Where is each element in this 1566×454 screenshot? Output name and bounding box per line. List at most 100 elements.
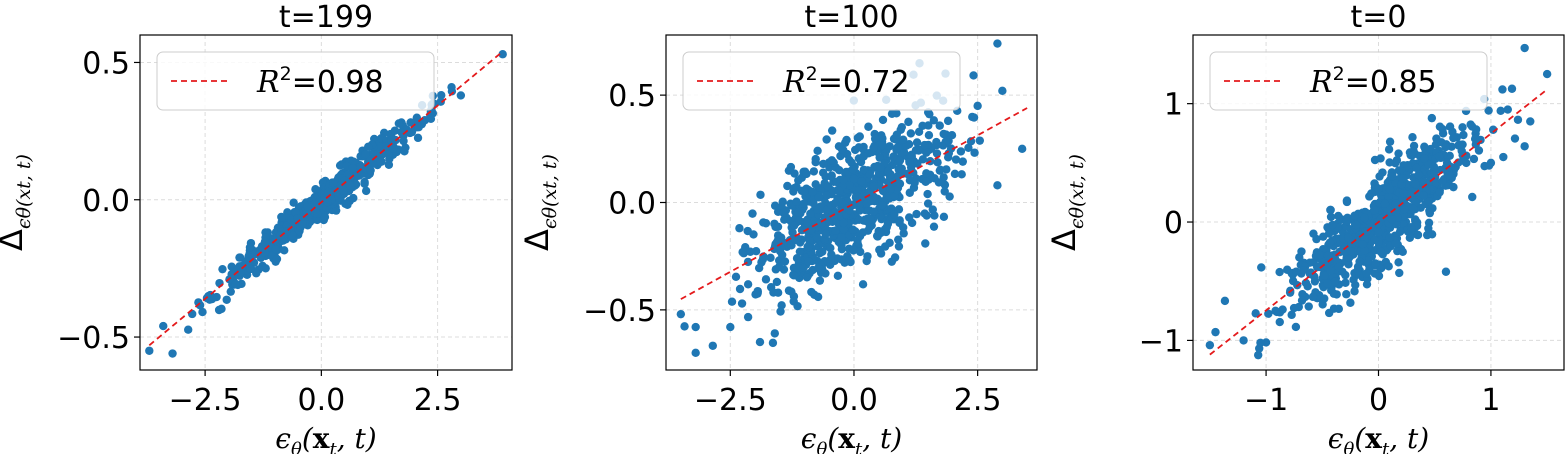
scatter-point [1387,215,1397,224]
scatter-point [1520,43,1529,53]
scatter-point [951,155,961,164]
scatter-point [831,226,840,235]
scatter-point [816,219,826,228]
scatter-point [339,186,348,195]
scatter-point [159,321,168,331]
scatter-point [1367,189,1376,198]
scatter-point [865,188,874,197]
scatter-point [761,275,771,284]
scatter-point [384,150,393,159]
scatter-point [789,221,799,230]
scatter-point [1486,158,1496,168]
scatter-point [1341,278,1350,287]
scatter-point [1449,133,1458,143]
scatter-point [783,181,792,191]
scatter-point [944,149,954,158]
scatter-point [1445,151,1454,161]
scatter-point [1431,178,1441,187]
scatter-point [1334,262,1343,272]
scatter-point [855,206,864,215]
scatter-point [970,148,979,157]
scatter-point [1445,171,1454,180]
scatter-point [1399,174,1408,183]
scatter-point [753,286,762,296]
scatter-point [360,179,369,188]
scatter-point [791,235,800,245]
scatter-point [1308,292,1318,302]
scatter-point [766,253,775,263]
x-tick-label: 0.0 [297,383,345,418]
y-tick-label: 0.0 [82,184,130,219]
scatter-point [1413,230,1423,240]
scatter-point [892,185,901,195]
scatter-point [1496,106,1505,116]
scatter-point [400,147,409,156]
scatter-point [1499,152,1508,162]
scatter-point [823,257,833,267]
scatter-point [779,208,788,218]
chart-title-3: t=0 [1351,0,1407,35]
scatter-point [1346,246,1356,256]
scatter-point [784,286,794,295]
scatter-point [793,301,802,311]
scatter-point [921,239,930,248]
scatter-point [814,193,824,202]
scatter-point [1360,213,1369,223]
scatter-point [811,180,820,189]
scatter-point [1391,239,1400,248]
scatter-point [964,143,973,153]
scatter-point [345,181,355,191]
scatter-point [799,263,808,273]
scatter-point [887,109,897,118]
scatter-point [789,271,799,280]
scatter-point [726,322,735,332]
scatter-point [804,243,813,252]
scatter-point [1395,268,1404,278]
scatter-point [323,197,332,207]
scatter-point [780,215,789,224]
scatter-point [1376,247,1385,256]
scatter-point [1334,211,1343,221]
scatter-point [1406,223,1416,232]
scatter-point [1320,294,1329,303]
scatter-point [893,143,902,152]
scatter-point [1498,85,1507,94]
scatter-point [737,299,747,308]
scatter-point [184,325,193,334]
scatter-point [832,177,841,187]
scatter-point [875,153,884,162]
scatter-point [1395,227,1405,237]
scatter-point [808,187,817,197]
scatter-point [823,182,833,191]
scatter-point [271,245,281,254]
scatter-point [922,211,931,220]
scatter-point [227,269,236,279]
scatter-point [878,186,888,196]
scatter-point [1447,142,1456,151]
legend-label-3: R2=0.85 [1309,63,1437,100]
scatter-point [803,218,812,228]
scatter-point [1256,338,1265,347]
scatter-point [819,159,828,169]
scatter-point [217,304,226,314]
scatter-point [799,199,808,209]
x-tick-label: −1 [1244,383,1288,418]
chart-title-1: t=199 [279,0,373,35]
scatter-point [1257,263,1266,272]
x-tick-label: −2.5 [169,383,242,418]
scatter-point [818,247,827,256]
scatter-point [755,337,765,347]
scatter-point [1468,192,1477,202]
scatter-point [1371,259,1380,268]
scatter-point [1394,258,1403,267]
scatter-point [876,163,885,172]
scatter-point [826,243,835,253]
scatter-point [1350,211,1359,220]
y-tick-label: 0.5 [608,79,656,114]
scatter-point [869,207,879,216]
scatter-point [1275,317,1284,327]
scatter-point [821,172,830,181]
scatter-point [768,338,778,348]
scatter-point [1385,158,1394,167]
scatter-point [1351,280,1360,290]
